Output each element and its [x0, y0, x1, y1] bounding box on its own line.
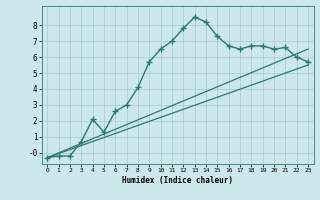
X-axis label: Humidex (Indice chaleur): Humidex (Indice chaleur)	[122, 176, 233, 185]
